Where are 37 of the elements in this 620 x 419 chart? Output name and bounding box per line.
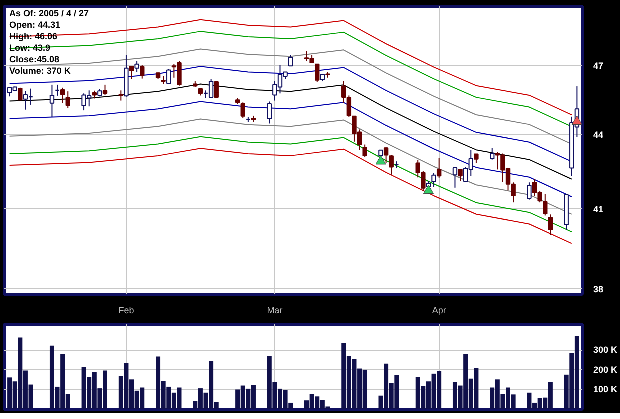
point: [423, 184, 434, 194]
point: [572, 116, 582, 125]
candlestick: [490, 148, 495, 160]
y-tick-label: 200 K: [594, 364, 618, 375]
x-tick-label: Apr: [432, 306, 446, 316]
y-tick-label: 41: [594, 204, 604, 214]
candlestick: [474, 154, 479, 164]
candlestick: [129, 66, 134, 80]
candlestick: [432, 172, 436, 188]
x-tick-label: Mar: [267, 306, 283, 316]
candlestick: [60, 87, 66, 104]
candlestick: [66, 91, 70, 109]
candlestick: [548, 214, 554, 236]
x-tick-label: Feb: [118, 306, 134, 316]
point: [376, 156, 386, 165]
candlestick: [166, 68, 172, 85]
candlestick: [527, 182, 532, 200]
y-tick-label: 300 K: [594, 345, 618, 356]
annotation: Open: 44.31: [10, 20, 61, 30]
candlestick: [50, 84, 55, 118]
y-tick-label: 38: [594, 284, 604, 294]
y-tick-label: 47: [594, 60, 604, 71]
candlestick: [389, 154, 394, 176]
candlestick: [543, 194, 548, 216]
candlestick: [134, 60, 140, 73]
y-tick-label: 100 K: [594, 384, 618, 395]
annotation: As Of: 2005 / 4 / 27: [10, 8, 90, 18]
candlestick: [458, 168, 463, 182]
candlestick: [452, 166, 458, 188]
y-tick-label: 44: [594, 130, 604, 140]
candlestick: [384, 146, 389, 164]
annotation: Volume: 370 K: [10, 66, 72, 76]
annotation: Close:45.08: [10, 54, 60, 64]
candlestick: [54, 84, 60, 96]
candlestick: [436, 158, 442, 178]
candlestick: [102, 84, 108, 96]
candlestick: [140, 64, 145, 80]
